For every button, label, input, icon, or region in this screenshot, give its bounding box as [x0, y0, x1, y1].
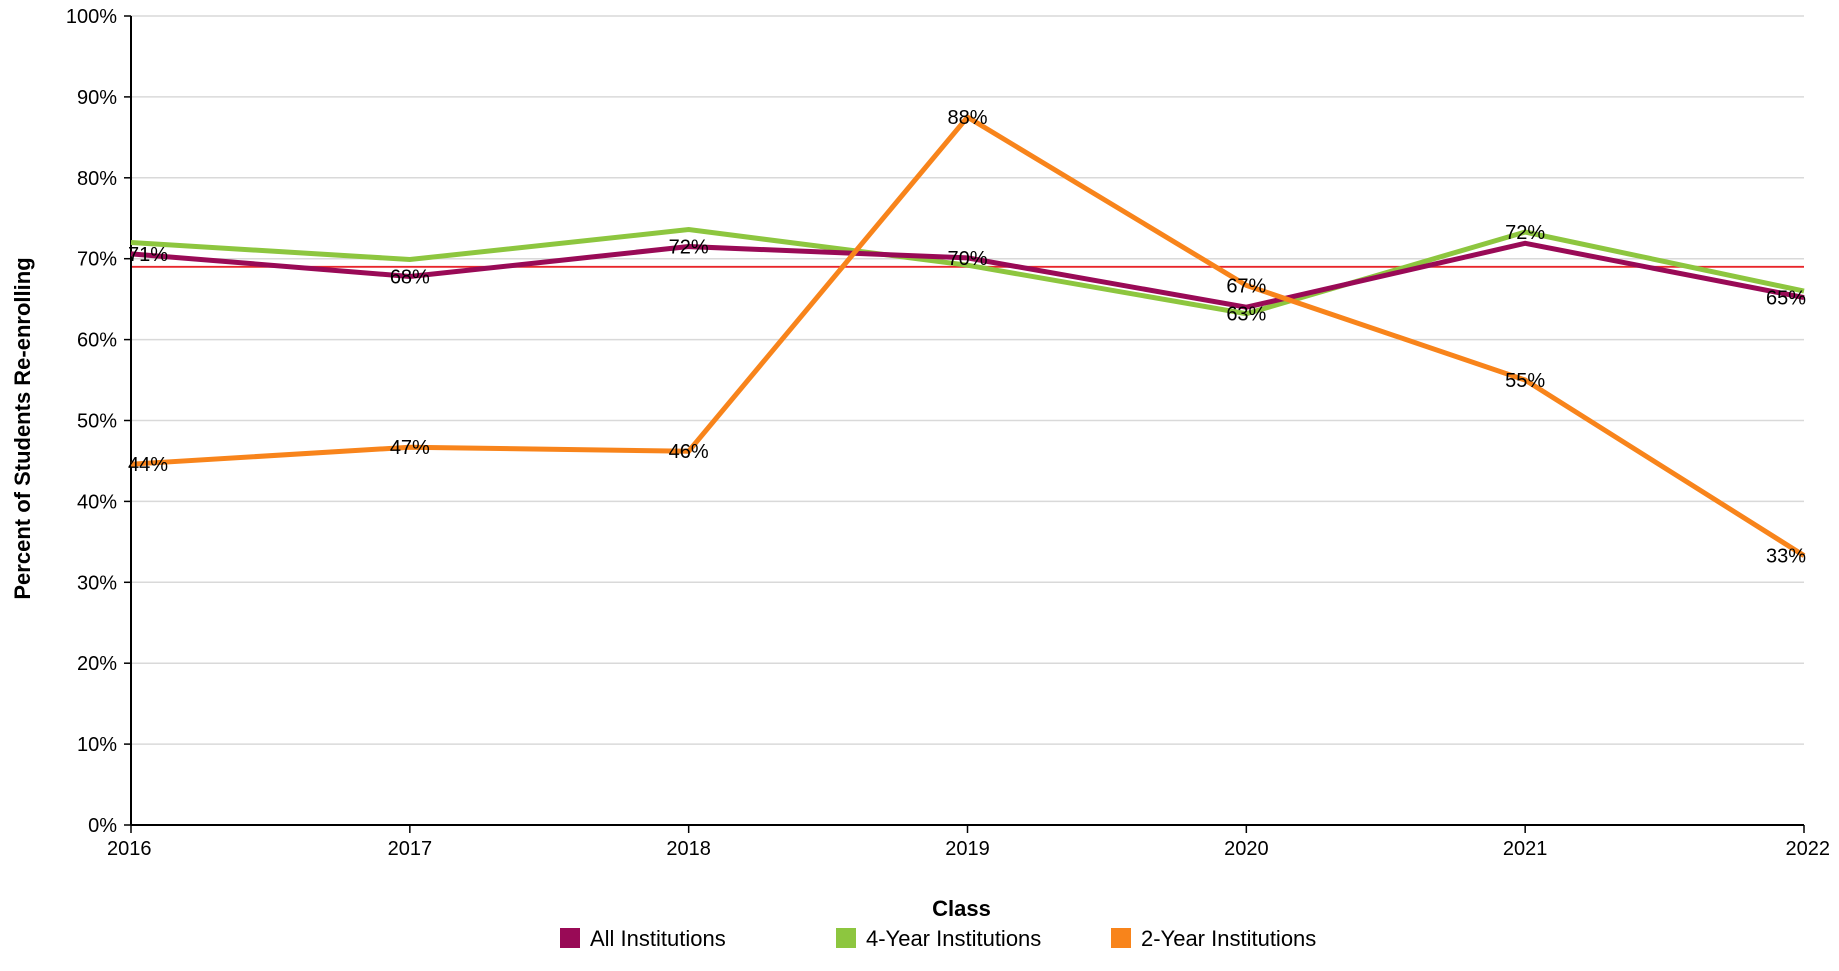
x-tick-label: 2021 [1503, 838, 1548, 860]
data-label: 46% [669, 441, 709, 463]
axes: 0% 10% 20% 30% 40% 50% 60% 70% 80% 90% 100% 2016 201… [66, 6, 1830, 860]
y-tick-label: 20% [77, 653, 117, 675]
series-line-4-year-institutions [130, 227, 1805, 317]
y-tick-label: 60% [77, 330, 117, 352]
y-tick-label: 40% [77, 491, 117, 513]
data-label: 71% [128, 244, 168, 266]
series-lines [130, 113, 1806, 558]
x-tick-label: 2020 [1224, 838, 1269, 860]
y-tick-label: 0% [88, 815, 117, 837]
y-tick-label: 90% [77, 87, 117, 109]
y-axis-title: Percent of Students Re-enrolling [10, 257, 35, 599]
data-label: 68% [390, 266, 430, 288]
data-label: 72% [1505, 222, 1545, 244]
x-tick-label: 2017 [388, 838, 433, 860]
data-label: 55% [1505, 370, 1545, 392]
data-label: 65% [1766, 288, 1806, 310]
y-tick-label: 50% [77, 411, 117, 433]
legend-label: All Institutions [590, 926, 726, 951]
data-label: 88% [947, 107, 987, 129]
x-tick-label: 2022 [1786, 838, 1831, 860]
legend-label: 4-Year Institutions [866, 926, 1041, 951]
data-label: 63% [1226, 304, 1266, 326]
legend: All Institutions 4-Year Institutions 2-Yea… [560, 926, 1316, 951]
legend-label: 2-Year Institutions [1141, 926, 1316, 951]
legend-swatch [1111, 928, 1131, 948]
data-label: 47% [390, 437, 430, 459]
data-label: 67% [1226, 275, 1266, 297]
x-tick-label: 2019 [945, 838, 990, 860]
series-line-all-institutions [130, 240, 1805, 310]
legend-swatch [560, 928, 580, 948]
y-tick-label: 100% [66, 6, 117, 28]
data-labels: 71% 68% 72% 70% 65% 63% 72% 44% 47% 46% 88% 67% 55% 3… [128, 107, 1806, 567]
data-label: 70% [947, 248, 987, 270]
y-tick-label: 80% [77, 168, 117, 190]
data-label: 33% [1766, 546, 1806, 568]
y-tick-label: 70% [77, 249, 117, 271]
y-tick-label: 10% [77, 734, 117, 756]
data-label: 72% [669, 237, 709, 259]
x-axis-title: Class [932, 896, 991, 921]
series-line-2-year-institutions [130, 113, 1806, 558]
data-label: 44% [128, 454, 168, 476]
y-tick-label: 30% [77, 572, 117, 594]
x-tick-label: 2018 [666, 838, 711, 860]
x-tick-label: 2016 [107, 838, 152, 860]
legend-swatch [836, 928, 856, 948]
